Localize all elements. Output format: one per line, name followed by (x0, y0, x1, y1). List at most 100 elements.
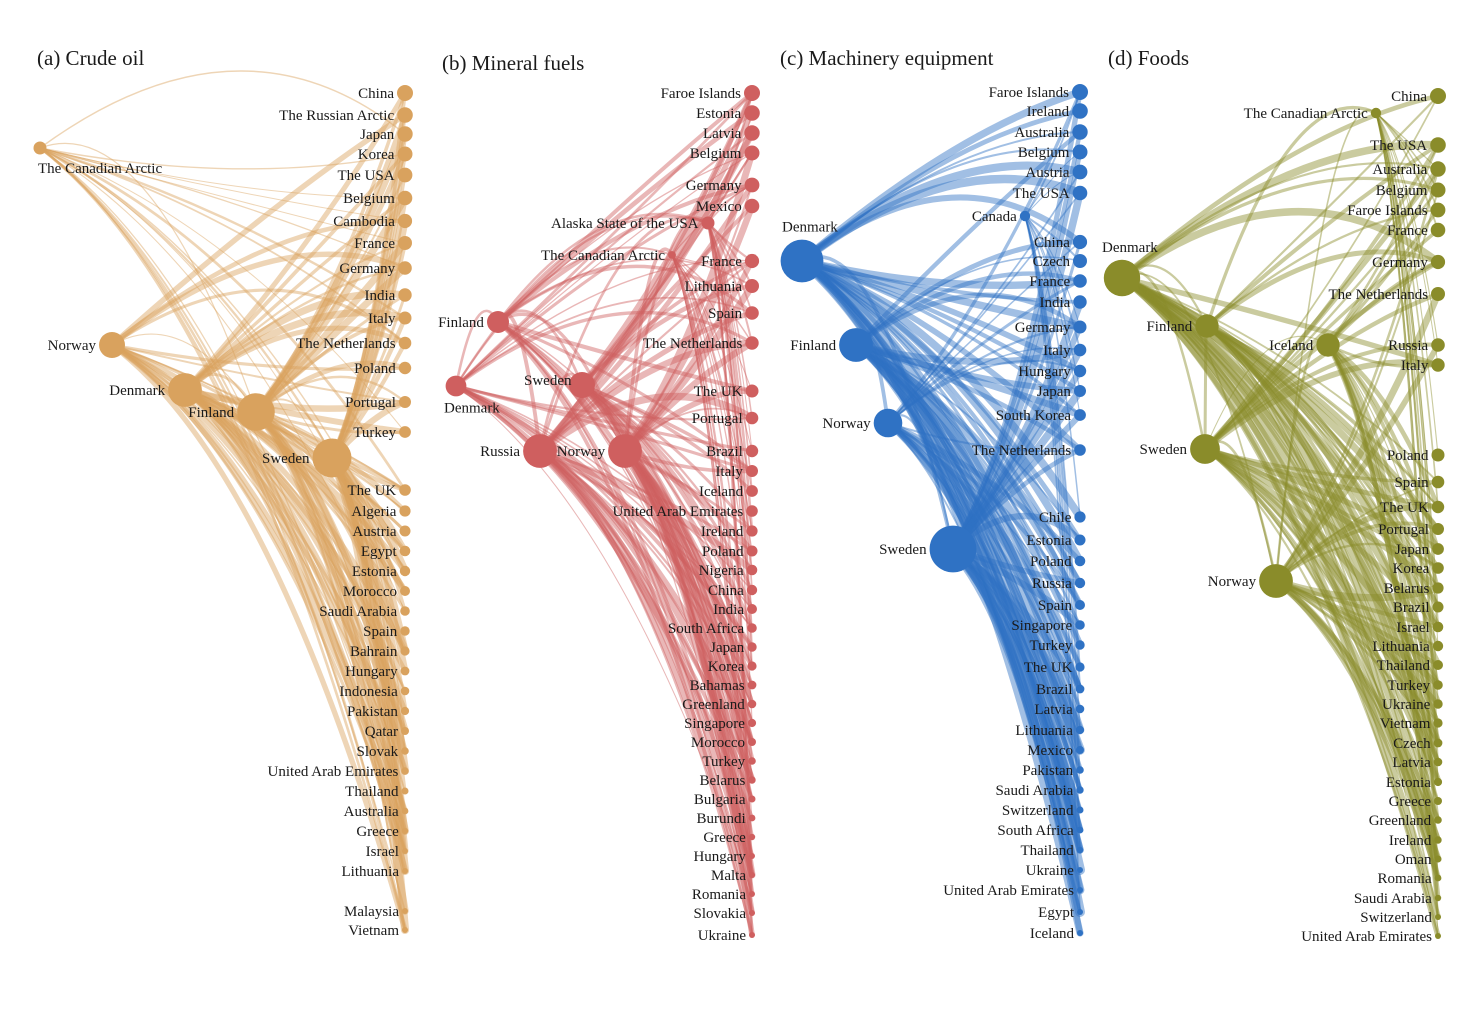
edge-norway-to-russia (1273, 342, 1441, 584)
edge-norway-to-slovakia (622, 448, 755, 916)
target-label-saudi-arabia: Saudi Arabia (319, 604, 397, 620)
target-node-italy (398, 311, 412, 325)
edge-canada-to-lithuania (1024, 215, 1081, 731)
edge-iceland-to-japan (1325, 342, 1441, 552)
target-label-korea: Korea (358, 147, 395, 163)
edge-layer (38, 70, 410, 935)
source-node-sweden (312, 438, 352, 478)
target-label-india: India (1040, 295, 1071, 311)
edge-finland-to-pakistan (854, 343, 1082, 772)
edge-the-canadian-arctic-to-italy (1375, 112, 1439, 366)
edge-denmark-to-spain (455, 296, 753, 387)
edge-alaska-state-of-the-usa-to-brazil (707, 222, 753, 452)
edge-finland-to-brazil (853, 342, 1083, 692)
edge-sweden-to-iceland (950, 546, 1083, 936)
edge-norway-to-the-russian-arctic (109, 112, 408, 348)
edge-denmark-to-faroe-islands (454, 91, 754, 388)
edge-denmark-to-latvia (454, 131, 754, 388)
edge-canada-to-germany (1024, 215, 1081, 328)
edge-sweden-to-france (580, 259, 754, 387)
edge-canada-to-egypt (1024, 215, 1081, 913)
source-node-finland (1195, 314, 1219, 338)
edge-finland-to-turkey (1204, 323, 1441, 688)
edge-norway-to-israel (1273, 578, 1441, 630)
source-label-finland: Finland (1146, 319, 1192, 335)
target-node-bulgaria (748, 795, 756, 803)
edge-finland-to-sweden (497, 309, 584, 386)
target-node-turkey (1433, 680, 1443, 690)
edge-sweden-to-mexico (579, 203, 755, 388)
edge-denmark-to-united-arab-emirates (1119, 275, 1441, 939)
edge-norway-to-belarus (622, 448, 755, 783)
source-label-the-canadian-arctic: The Canadian Arctic (541, 248, 665, 264)
target-label-greenland: Greenland (682, 697, 745, 713)
edge-sweden-to-south-korea (949, 411, 1084, 553)
target-label-thailand: Thailand (1020, 843, 1074, 859)
edge-finland-to-portugal (254, 375, 407, 414)
target-label-morocco: Morocco (691, 735, 745, 751)
edge-denmark-to-australia (1120, 162, 1440, 280)
edge-denmark-to-bahamas (454, 384, 754, 687)
target-node-greece (401, 827, 409, 835)
target-label-ukraine: Ukraine (1382, 697, 1431, 713)
edge-the-canadian-arctic-to-belgium (1375, 112, 1439, 191)
target-label-united-arab-emirates: United Arab Emirates (1301, 929, 1432, 945)
target-label-spain: Spain (1038, 598, 1073, 614)
edge-finland-to-germany (252, 264, 409, 416)
edge-the-canadian-arctic-to-belgium (39, 147, 406, 199)
edge-norway-to-south-africa (884, 419, 1084, 834)
edge-denmark-to-germany (798, 257, 1084, 331)
edge-the-canadian-arctic-to-korea (39, 147, 406, 170)
target-node-brazil (1075, 684, 1085, 694)
target-node-ukraine (749, 932, 755, 938)
edge-sweden-to-the-uk (1202, 446, 1441, 510)
edge-sweden-to-france (1203, 228, 1440, 451)
edge-the-canadian-arctic-to-czech (1375, 112, 1439, 744)
target-label-the-netherlands: The Netherlands (1329, 287, 1429, 303)
target-node-belgium (1072, 144, 1088, 160)
edge-alaska-state-of-the-usa-to-iceland (707, 222, 753, 492)
edge-the-canadian-arctic-to-france (671, 254, 753, 266)
target-node-israel (1432, 621, 1444, 633)
edge-the-canadian-arctic-to-switzerland (1375, 112, 1439, 918)
edge-norway-to-lithuania (621, 282, 756, 455)
source-label-norway: Norway (1208, 574, 1257, 590)
edge-sweden-to-switzerland (951, 547, 1082, 812)
source-label-the-canadian-arctic: The Canadian Arctic (38, 161, 162, 177)
target-label-japan: Japan (360, 127, 395, 143)
edge-russia-to-poland (538, 449, 754, 553)
edge-iceland-to-romania (1326, 343, 1440, 880)
target-node-spain (1075, 600, 1085, 610)
edge-finland-to-south-africa (852, 341, 1084, 834)
edge-sweden-to-india (948, 297, 1085, 554)
edge-denmark-to-the-uk (183, 388, 407, 492)
edge-denmark-to-japan (454, 384, 754, 649)
target-label-south-africa: South Africa (668, 621, 745, 637)
edge-finland-to-estonia (855, 344, 1081, 541)
edge-finland-to-italy (852, 341, 1084, 365)
edge-sweden-to-czech (1202, 446, 1441, 746)
target-label-australia: Australia (344, 804, 399, 820)
edge-the-canadian-arctic-to-romania (671, 254, 753, 895)
edge-denmark-to-india (800, 259, 1082, 304)
target-node-italy (1073, 343, 1087, 357)
target-label-russia: Russia (1388, 338, 1428, 354)
edge-finland-to-estonia (1205, 324, 1440, 784)
edge-sweden-to-greenland (579, 382, 755, 707)
target-label-belgium: Belgium (690, 146, 742, 162)
edge-alaska-state-of-the-usa-to-ukraine (706, 221, 754, 937)
edge-norway-to-ukraine (1273, 578, 1441, 707)
edge-sweden-to-romania (1203, 447, 1440, 880)
target-label-iceland: Iceland (1030, 926, 1075, 942)
target-label-the-netherlands: The Netherlands (643, 336, 743, 352)
edge-norway-to-slovak (109, 342, 408, 754)
target-node-the-usa (1430, 137, 1446, 153)
edge-finland-to-turkey (497, 321, 753, 762)
edge-denmark-to-south-korea (800, 259, 1082, 417)
target-label-bahamas: Bahamas (690, 678, 745, 694)
edge-norway-to-thailand (1273, 578, 1441, 668)
edge-iceland-to-turkey (1326, 343, 1440, 687)
edge-sweden-to-slovakia (581, 384, 753, 914)
target-node-faroe-islands (1430, 202, 1446, 218)
target-node-belarus (1432, 582, 1444, 594)
